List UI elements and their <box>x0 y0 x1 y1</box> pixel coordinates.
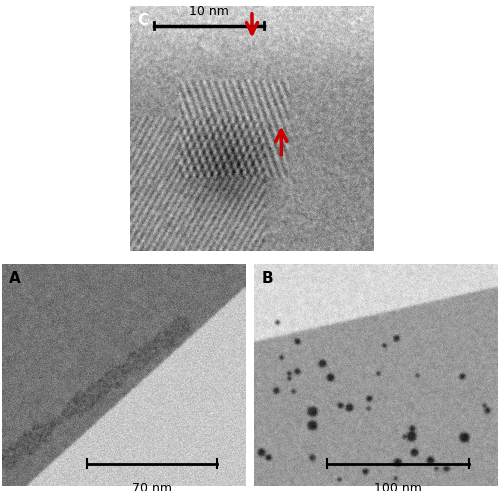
Text: A: A <box>10 271 21 286</box>
Text: C: C <box>138 13 148 28</box>
Text: 100 nm: 100 nm <box>374 482 422 491</box>
Text: 70 nm: 70 nm <box>132 482 172 491</box>
Text: B: B <box>262 271 273 286</box>
Text: 10 nm: 10 nm <box>190 5 229 18</box>
